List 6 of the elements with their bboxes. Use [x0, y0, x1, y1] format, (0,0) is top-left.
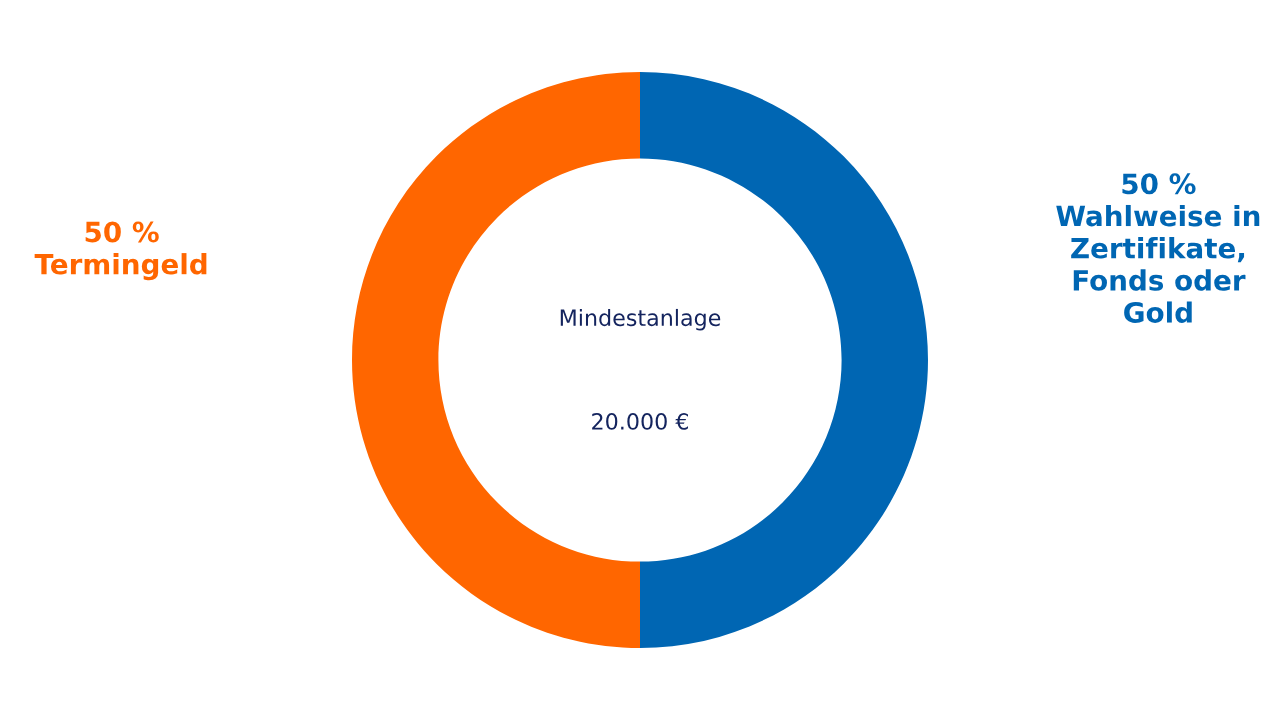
text: 20.000 € — [592, 413, 688, 430]
text: Mindestanlage — [560, 308, 721, 331]
data-label: 50 % — [85, 221, 159, 243]
data-label: 50 % — [1122, 173, 1196, 195]
slice-label: Termingeld — [34, 253, 207, 281]
slice-label: Wahlweise in Zertifikate, Fonds oder Gold — [1056, 204, 1260, 323]
